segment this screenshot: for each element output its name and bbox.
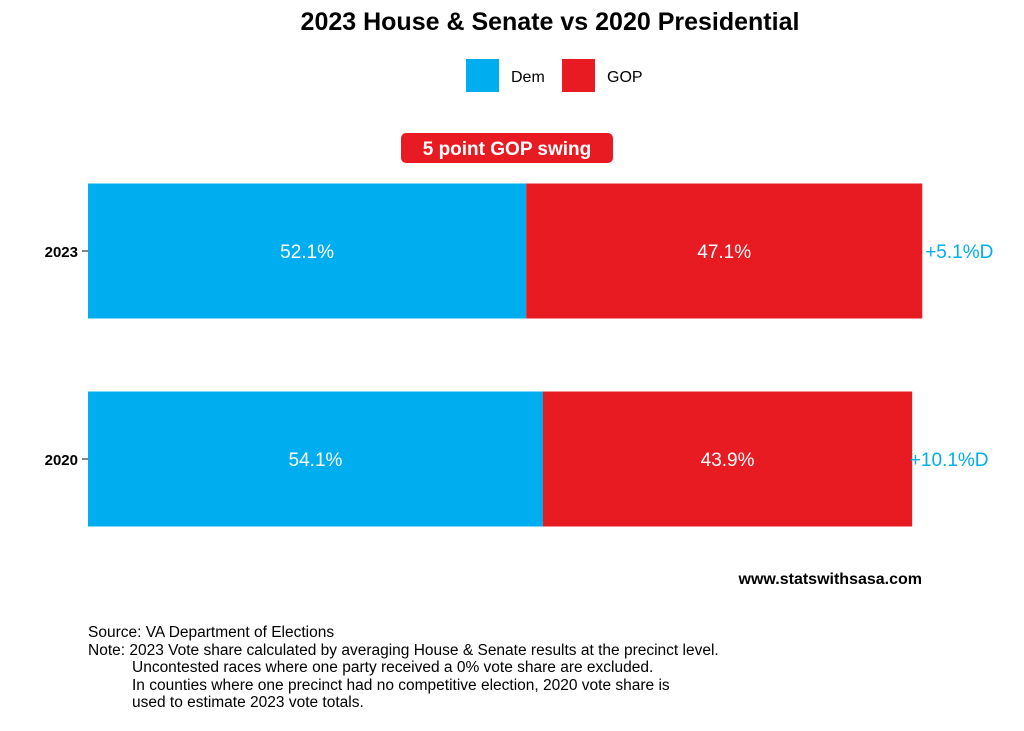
margin-label-2023: +5.1%D [925, 242, 993, 263]
y-tick-label-2020: 2020 [45, 452, 78, 469]
bar-label-gop-2023: 47.1% [697, 242, 751, 263]
annotation-background [401, 133, 613, 163]
annotation-text: 5 point GOP swing [423, 139, 592, 160]
watermark: www.statswithsasa.com [738, 571, 922, 588]
legend-swatch-dem [466, 59, 499, 92]
note-line-4: used to estimate 2023 vote totals. [132, 694, 364, 711]
note-line-3: In counties where one precinct had no co… [132, 676, 670, 694]
chart-title: 2023 House & Senate vs 2020 Presidential [301, 8, 800, 36]
source-note: Source: VA Department of Elections [88, 624, 335, 641]
note-line-1: Note: 2023 Vote share calculated by aver… [88, 641, 719, 659]
y-tick-label-2023: 2023 [45, 244, 78, 261]
notes: Source: VA Department of Elections Note:… [88, 624, 719, 712]
bars: 52.1% 47.1% +5.1%D 2023 54.1% 43.9% +10.1%D 202… [45, 183, 993, 527]
bar-dem-2023 [88, 183, 527, 319]
legend-swatch-gop [562, 59, 595, 92]
bar-label-gop-2020: 43.9% [701, 450, 755, 471]
bar-label-dem-2020: 54.1% [289, 450, 343, 471]
bar-gop-2020 [542, 391, 913, 527]
bar-dem-2020 [88, 391, 543, 527]
bar-label-dem-2023: 52.1% [280, 242, 334, 263]
annotation-badge: 5 point GOP swing [401, 133, 613, 163]
margin-label-2020: +10.1%D [910, 450, 989, 471]
legend: Dem GOP [466, 59, 643, 92]
bar-gop-2023 [526, 183, 923, 319]
legend-label-gop: GOP [607, 69, 643, 86]
note-line-2: Uncontested races where one party receiv… [132, 659, 654, 676]
legend-label-dem: Dem [511, 69, 545, 86]
